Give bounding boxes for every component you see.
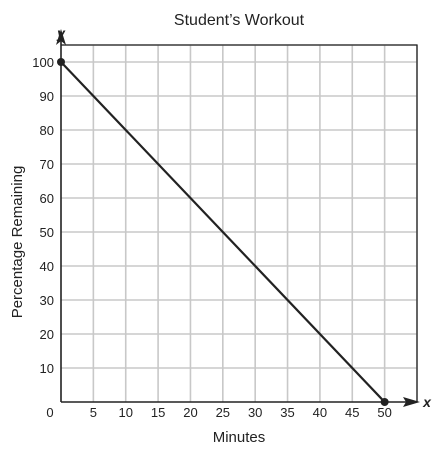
origin-label: 0 — [46, 405, 53, 420]
series-line — [60, 61, 386, 403]
y-axis-label: Percentage Remaining — [9, 166, 26, 319]
y-axis-arrow-icon — [56, 29, 66, 45]
chart-title: Student’s Workout — [174, 12, 305, 29]
y-tick-label: 30 — [40, 293, 54, 308]
y-tick-label: 50 — [40, 225, 54, 240]
x-tick-label: 50 — [377, 405, 391, 420]
axes — [56, 29, 420, 407]
y-tick-label: 90 — [40, 89, 54, 104]
y-tick-label: 40 — [40, 259, 54, 274]
y-tick-label: 60 — [40, 191, 54, 206]
data-point — [57, 58, 65, 66]
x-variable-label: x — [422, 394, 432, 410]
plot-frame — [61, 44, 418, 402]
x-tick-label: 45 — [345, 405, 359, 420]
y-variable-label: y — [56, 25, 66, 41]
x-tick-label: 40 — [313, 405, 327, 420]
x-tick-label: 35 — [280, 405, 294, 420]
x-tick-label: 30 — [248, 405, 262, 420]
y-tick-label: 100 — [32, 55, 54, 70]
x-tick-label: 25 — [216, 405, 230, 420]
x-tick-label: 5 — [90, 405, 97, 420]
y-tick-label: 10 — [40, 361, 54, 376]
x-tick-label: 20 — [183, 405, 197, 420]
y-tick-label: 70 — [40, 157, 54, 172]
grid — [61, 44, 418, 402]
x-axis-arrow-icon — [403, 397, 420, 407]
x-tick-label: 15 — [151, 405, 165, 420]
y-tick-label: 20 — [40, 327, 54, 342]
x-axis-label: Minutes — [213, 429, 266, 446]
x-tick-label: 10 — [118, 405, 132, 420]
data-point — [380, 398, 389, 406]
tick-labels: 5 10 15 20 25 30 35 40 45 50 10 20 30 40 50 60 70 80 90 100 — [32, 55, 392, 420]
y-tick-label: 80 — [40, 123, 54, 138]
data-series — [57, 58, 389, 406]
